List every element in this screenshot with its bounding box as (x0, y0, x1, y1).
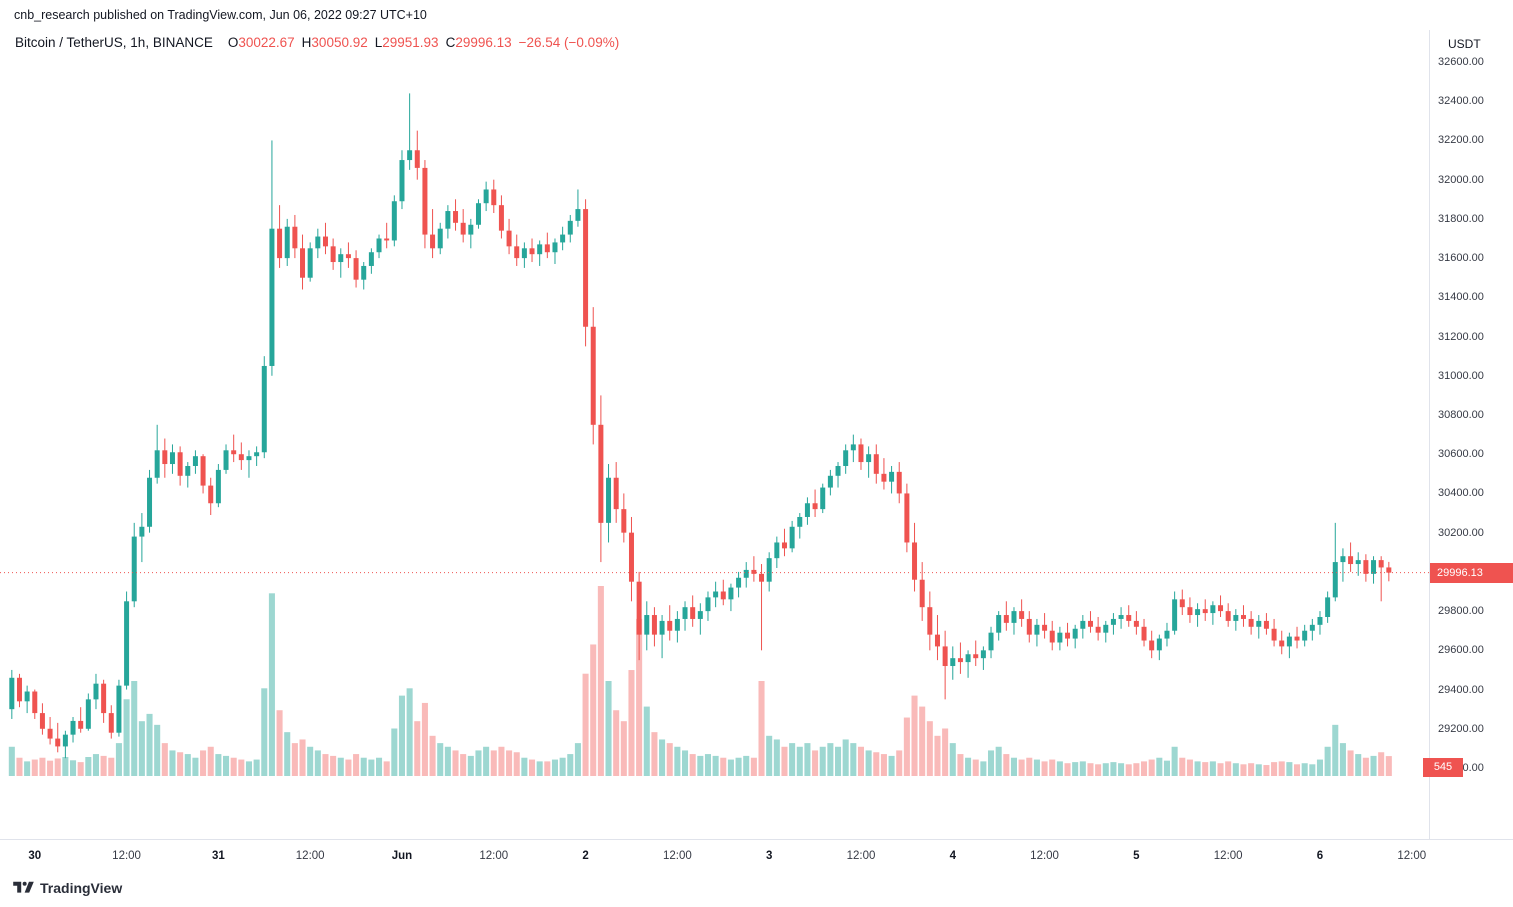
time-tick: 6 (1316, 850, 1324, 862)
price-tick: 30400.00 (1438, 487, 1484, 500)
price-axis[interactable]: USDT 32600.00 32400.00 32200.00 32000.00 318… (1429, 30, 1513, 839)
open-label: O (227, 35, 239, 50)
price-tick: 31200.00 (1438, 330, 1484, 343)
time-tick: 12:00 (1213, 850, 1243, 862)
high-value: 30050.92 (311, 35, 368, 50)
price-tick: 30600.00 (1438, 448, 1484, 461)
time-tick: 12:00 (1397, 850, 1427, 862)
price-tick: 31000.00 (1438, 369, 1484, 382)
time-tick: 12:00 (662, 850, 692, 862)
last-price-badge: 29996.13 (1430, 562, 1513, 583)
price-tick: 32400.00 (1438, 95, 1484, 108)
price-tick: 29600.00 (1438, 644, 1484, 657)
price-tick: 32200.00 (1438, 134, 1484, 147)
time-tick: 5 (1133, 850, 1140, 862)
currency-label: USDT (1448, 37, 1481, 51)
low-value: 29951.93 (382, 35, 439, 50)
symbol-title: Bitcoin / TetherUS, 1h, BINANCE (15, 35, 213, 50)
change-value: −26.54 (−0.09%) (518, 35, 620, 50)
high-label: H (301, 35, 312, 50)
price-tick: 32000.00 (1438, 173, 1484, 186)
time-tick: 2 (582, 850, 589, 862)
tradingview-brand-text: TradingView (40, 880, 123, 896)
low-label: L (374, 35, 383, 50)
time-axis[interactable]: 30 12:00 31 12:00 Jun 12:00 2 12:00 3 12:00 4 12:00… (0, 839, 1513, 874)
time-tick: 12:00 (112, 850, 141, 862)
chart-legend: Bitcoin / TetherUS, 1h, BINANCE O30022.67… (15, 35, 619, 50)
time-tick: 31 (211, 850, 225, 862)
tradingview-footer[interactable]: TradingView (13, 880, 122, 896)
time-tick: 3 (765, 850, 773, 862)
open-value: 30022.67 (238, 35, 295, 50)
close-label: C (445, 35, 456, 50)
price-tick: 29200.00 (1438, 722, 1484, 735)
tradingview-logo-icon (13, 880, 34, 896)
price-tick: 30200.00 (1438, 526, 1484, 539)
time-tick: 30 (28, 850, 42, 862)
price-tick: 30800.00 (1438, 408, 1484, 421)
time-tick: 4 (949, 850, 956, 862)
time-tick: 12:00 (479, 850, 509, 862)
price-tick: 31400.00 (1438, 291, 1484, 304)
attribution-text: cnb_research published on TradingView.co… (14, 8, 427, 22)
price-tick: 32600.00 (1438, 56, 1484, 68)
time-tick: 12:00 (1030, 850, 1059, 862)
price-tick: 29400.00 (1438, 683, 1484, 696)
attribution-bar: cnb_research published on TradingView.co… (0, 0, 1513, 30)
price-tick: 29800.00 (1438, 605, 1484, 618)
price-tick: 31600.00 (1438, 252, 1484, 265)
time-tick: 12:00 (846, 850, 876, 862)
price-tick: 31800.00 (1438, 212, 1484, 225)
close-value: 29996.13 (455, 35, 512, 50)
volume-value-badge: 545 (1423, 758, 1463, 778)
time-tick: 12:00 (295, 850, 325, 862)
time-tick: Jun (391, 850, 413, 862)
